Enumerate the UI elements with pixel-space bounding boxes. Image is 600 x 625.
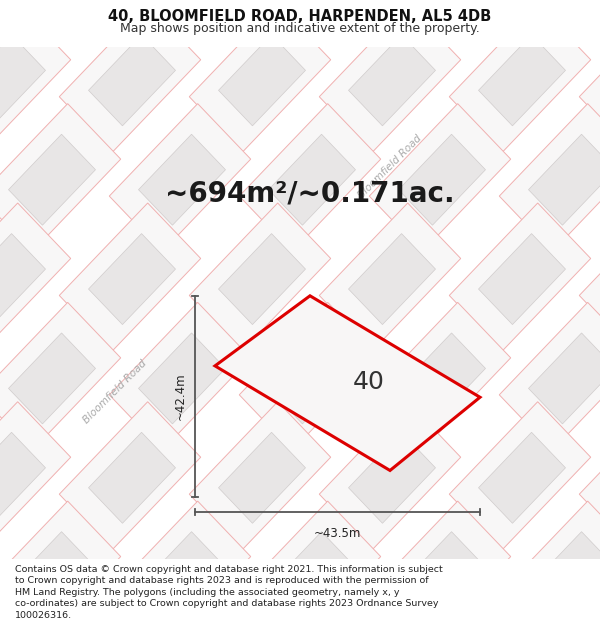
Polygon shape xyxy=(579,402,600,549)
Polygon shape xyxy=(189,203,331,351)
Text: Contains OS data © Crown copyright and database right 2021. This information is : Contains OS data © Crown copyright and d… xyxy=(15,564,443,574)
Polygon shape xyxy=(0,35,46,126)
Polygon shape xyxy=(0,234,46,324)
Polygon shape xyxy=(139,0,226,26)
Polygon shape xyxy=(109,302,251,450)
Polygon shape xyxy=(398,333,485,424)
Polygon shape xyxy=(369,302,511,450)
Polygon shape xyxy=(529,134,600,225)
Polygon shape xyxy=(8,134,95,225)
Text: co-ordinates) are subject to Crown copyright and database rights 2023 Ordnance S: co-ordinates) are subject to Crown copyr… xyxy=(15,599,439,608)
Polygon shape xyxy=(449,402,591,549)
Polygon shape xyxy=(89,35,175,126)
Text: Bloomfield Road: Bloomfield Road xyxy=(82,358,149,426)
Polygon shape xyxy=(239,0,381,53)
Polygon shape xyxy=(0,4,71,152)
Polygon shape xyxy=(59,4,201,152)
Text: to Crown copyright and database rights 2023 and is reproduced with the permissio: to Crown copyright and database rights 2… xyxy=(15,576,428,585)
Polygon shape xyxy=(349,234,436,324)
Polygon shape xyxy=(189,402,331,549)
Polygon shape xyxy=(189,4,331,152)
Polygon shape xyxy=(398,532,485,622)
Polygon shape xyxy=(499,104,600,252)
Polygon shape xyxy=(109,104,251,252)
Polygon shape xyxy=(529,532,600,622)
Text: 100026316.: 100026316. xyxy=(15,611,72,619)
Polygon shape xyxy=(0,0,121,53)
Polygon shape xyxy=(59,203,201,351)
Polygon shape xyxy=(449,4,591,152)
Polygon shape xyxy=(0,601,71,625)
Polygon shape xyxy=(59,402,201,549)
Polygon shape xyxy=(269,134,355,225)
Polygon shape xyxy=(109,0,251,53)
Polygon shape xyxy=(579,203,600,351)
Polygon shape xyxy=(89,432,175,523)
Polygon shape xyxy=(0,501,121,625)
Polygon shape xyxy=(319,4,461,152)
Text: ~42.4m: ~42.4m xyxy=(174,372,187,420)
Polygon shape xyxy=(139,333,226,424)
Polygon shape xyxy=(218,234,305,324)
Polygon shape xyxy=(349,432,436,523)
Polygon shape xyxy=(398,134,485,225)
Polygon shape xyxy=(218,432,305,523)
Polygon shape xyxy=(499,302,600,450)
Polygon shape xyxy=(499,0,600,53)
Polygon shape xyxy=(349,35,436,126)
Polygon shape xyxy=(369,104,511,252)
Polygon shape xyxy=(269,0,355,26)
Polygon shape xyxy=(139,134,226,225)
Polygon shape xyxy=(369,0,511,53)
Polygon shape xyxy=(239,302,381,450)
Text: Map shows position and indicative extent of the property.: Map shows position and indicative extent… xyxy=(120,22,480,35)
Polygon shape xyxy=(8,333,95,424)
Polygon shape xyxy=(8,532,95,622)
Polygon shape xyxy=(269,333,355,424)
Polygon shape xyxy=(0,302,121,450)
Polygon shape xyxy=(0,432,46,523)
Polygon shape xyxy=(89,234,175,324)
Polygon shape xyxy=(398,0,485,26)
Polygon shape xyxy=(369,501,511,625)
Text: ~43.5m: ~43.5m xyxy=(314,527,361,540)
Polygon shape xyxy=(215,296,480,471)
Polygon shape xyxy=(579,601,600,625)
Text: 40: 40 xyxy=(353,371,385,394)
Polygon shape xyxy=(529,333,600,424)
Polygon shape xyxy=(479,234,565,324)
Polygon shape xyxy=(0,402,71,549)
Polygon shape xyxy=(529,0,600,26)
Polygon shape xyxy=(479,35,565,126)
Polygon shape xyxy=(59,601,201,625)
Text: HM Land Registry. The polygons (including the associated geometry, namely x, y: HM Land Registry. The polygons (includin… xyxy=(15,588,400,597)
Polygon shape xyxy=(0,203,71,351)
Polygon shape xyxy=(269,532,355,622)
Polygon shape xyxy=(139,532,226,622)
Polygon shape xyxy=(449,203,591,351)
Polygon shape xyxy=(499,501,600,625)
Polygon shape xyxy=(319,601,461,625)
Polygon shape xyxy=(449,601,591,625)
Polygon shape xyxy=(189,601,331,625)
Text: ~694m²/~0.171ac.: ~694m²/~0.171ac. xyxy=(165,179,455,208)
Polygon shape xyxy=(319,402,461,549)
Polygon shape xyxy=(319,203,461,351)
Polygon shape xyxy=(8,0,95,26)
Text: 40, BLOOMFIELD ROAD, HARPENDEN, AL5 4DB: 40, BLOOMFIELD ROAD, HARPENDEN, AL5 4DB xyxy=(109,9,491,24)
Polygon shape xyxy=(0,104,121,252)
Polygon shape xyxy=(218,35,305,126)
Polygon shape xyxy=(479,432,565,523)
Polygon shape xyxy=(239,501,381,625)
Polygon shape xyxy=(239,104,381,252)
Polygon shape xyxy=(109,501,251,625)
Text: Bloomfield Road: Bloomfield Road xyxy=(356,134,424,201)
Polygon shape xyxy=(579,4,600,152)
